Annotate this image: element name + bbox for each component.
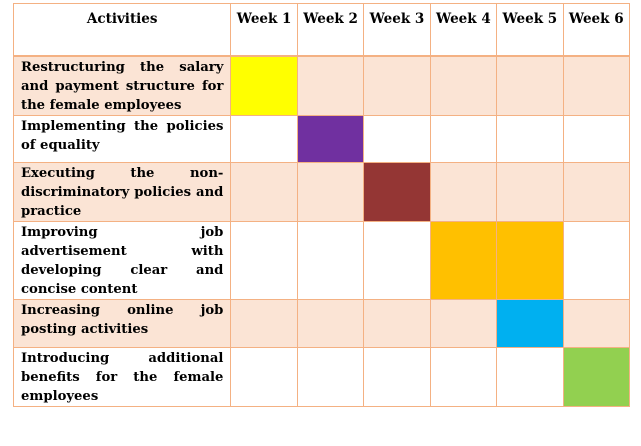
table-row: Executing the non-discriminatory policie… [12,162,631,222]
scheduled-week-cell [296,115,365,163]
table-row: Increasing online job posting activities [12,299,631,348]
week-cell [296,162,365,222]
week-cell [296,55,365,116]
week-cell [562,299,631,348]
header-week-1: Week 1 [230,3,298,57]
week-cell [296,299,365,348]
week-cell [562,115,631,163]
activity-cell: Introducing additional benefits for the … [12,347,232,407]
table-row: Introducing additional benefits for the … [12,347,631,407]
week-cell [429,115,498,163]
week-cell [429,347,498,407]
header-week-2: Week 2 [296,3,365,57]
activity-cell: Improving job advertisement with develop… [12,221,232,300]
week-cell [363,115,431,163]
week-cell [230,115,298,163]
header-week-4: Week 4 [429,3,498,57]
scheduled-week-cell [363,162,431,222]
activity-label: Improving job advertisement with develop… [21,225,224,297]
week-cell [496,115,564,163]
header-week-3: Week 3 [363,3,431,57]
week-cell [230,299,298,348]
week-cell [296,221,365,300]
activity-label: Restructuring the salary and payment str… [21,59,224,113]
activity-cell: Increasing online job posting activities [12,299,232,348]
scheduled-week-cell [562,347,631,407]
week-cell [230,347,298,407]
week-cell [496,162,564,222]
week-cell [429,55,498,116]
week-cell [496,347,564,407]
week-cell [363,55,431,116]
activity-cell: Executing the non-discriminatory policie… [12,162,232,222]
header-week-6: Week 6 [562,3,631,57]
week-cell [429,299,498,348]
activity-cell: Restructuring the salary and payment str… [12,55,232,116]
activity-label: Increasing online job posting activities [21,303,224,337]
header-row: Activities Week 1 Week 2 Week 3 Week 4 W… [12,3,631,57]
activity-label: Introducing additional benefits for the … [21,351,224,404]
activity-label: Implementing the policies of equality [21,119,224,153]
scheduled-week-cell [496,299,564,348]
week-cell [562,221,631,300]
activity-label: Executing the non-discriminatory policie… [21,166,224,219]
week-cell [230,221,298,300]
week-cell [562,55,631,116]
week-cell [496,55,564,116]
scheduled-week-cell [496,221,564,300]
table-row: Implementing the policies of equality [12,115,631,163]
week-cell [363,221,431,300]
scheduled-week-cell [230,55,298,116]
header-week-5: Week 5 [496,3,564,57]
scheduled-week-cell [429,221,498,300]
week-cell [363,347,431,407]
week-cell [296,347,365,407]
week-cell [363,299,431,348]
table-row: Restructuring the salary and payment str… [12,55,631,116]
activity-cell: Implementing the policies of equality [12,115,232,163]
table-row: Improving job advertisement with develop… [12,221,631,300]
activity-schedule-table: Activities Week 1 Week 2 Week 3 Week 4 W… [12,3,631,407]
week-cell [230,162,298,222]
week-cell [429,162,498,222]
week-cell [562,162,631,222]
header-activities: Activities [12,3,232,57]
